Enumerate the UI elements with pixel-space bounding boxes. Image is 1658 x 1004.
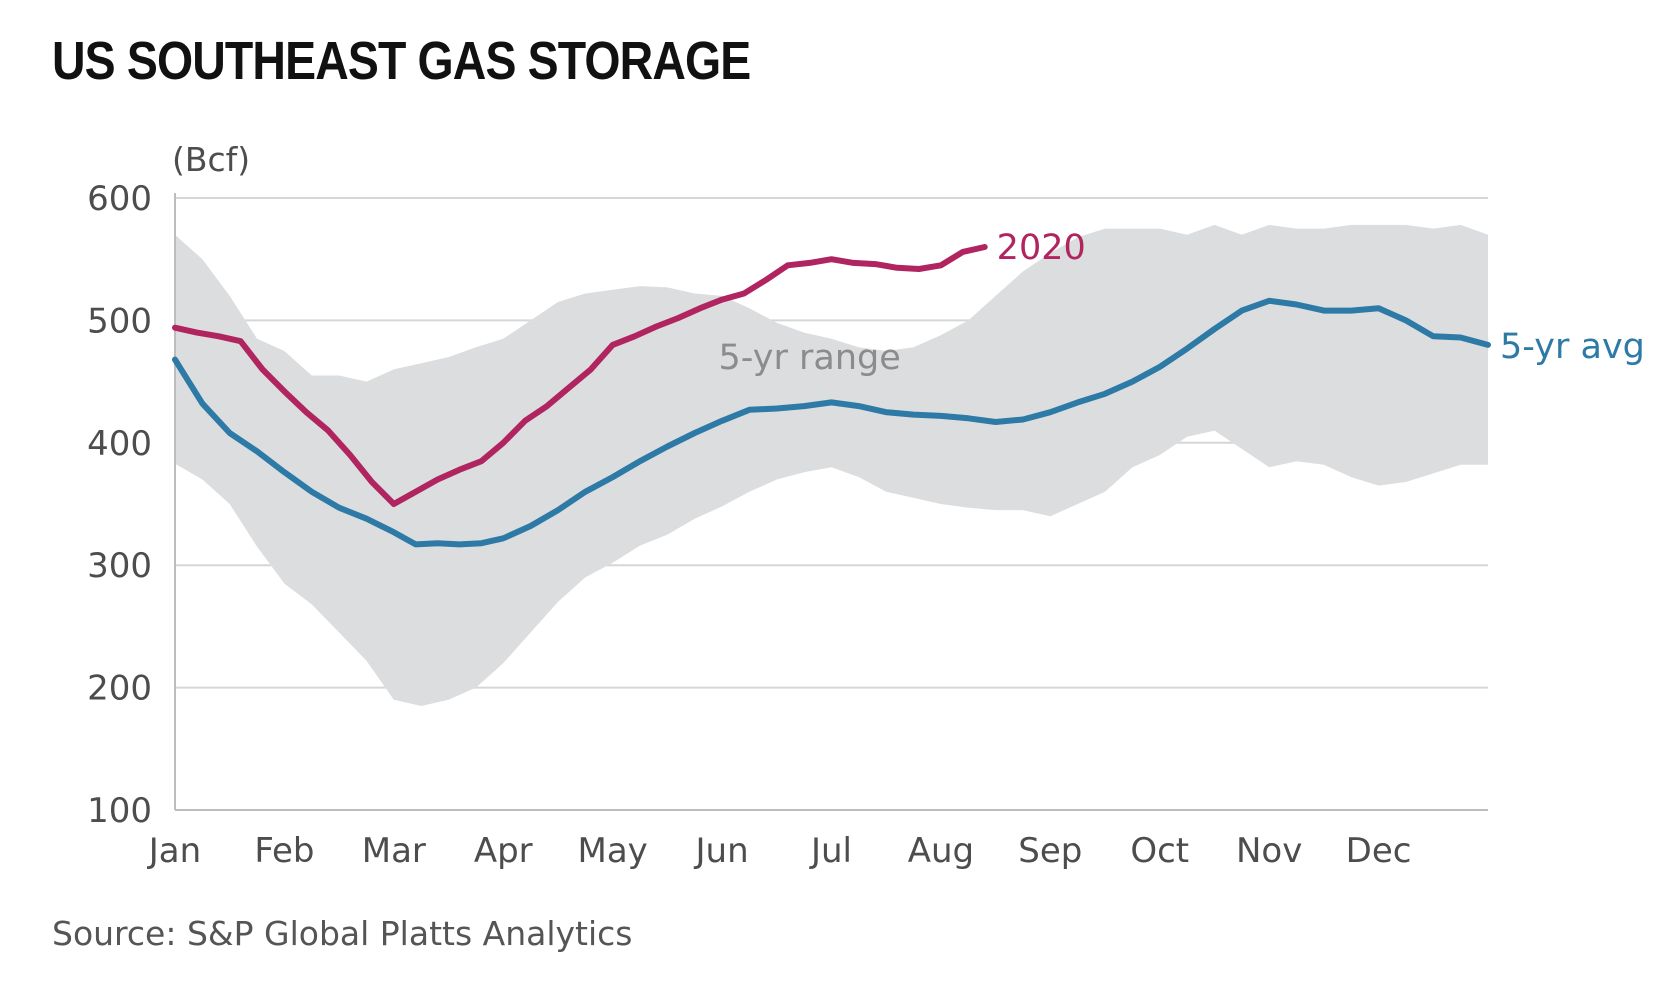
y-tick-label-400: 400 — [87, 424, 152, 464]
axes: 100 200 300 400 500 600 (Bcf) Jan Feb Mar Apr May Ju… — [87, 140, 1488, 871]
range-band — [175, 224, 1488, 706]
x-tick-label-jan: Jan — [147, 831, 201, 871]
series-layer — [172, 244, 1491, 548]
series-5yr-avg-label: 5-yr avg — [1500, 327, 1645, 367]
x-tick-label-jul: Jul — [809, 831, 852, 871]
x-tick-label-oct: Oct — [1130, 831, 1189, 871]
series-5yr-avg-line — [172, 297, 1491, 548]
y-tick-label-200: 200 — [87, 669, 152, 709]
x-tick-label-aug: Aug — [908, 831, 974, 871]
range-band-layer — [175, 224, 1488, 706]
y-tick-label-500: 500 — [87, 301, 152, 341]
range-band-label: 5-yr range — [718, 338, 900, 378]
y-tick-label-600: 600 — [87, 179, 152, 219]
x-tick-label-dec: Dec — [1346, 831, 1412, 871]
chart-title: US SOUTHEAST GAS STORAGE — [52, 31, 751, 91]
y-tick-label-100: 100 — [87, 791, 152, 831]
x-tick-label-may: May — [578, 831, 648, 871]
series-2020-label: 2020 — [997, 228, 1086, 268]
source-note: Source: S&P Global Platts Analytics — [52, 914, 633, 953]
x-tick-label-sep: Sep — [1018, 831, 1082, 871]
y-axis-unit: (Bcf) — [172, 140, 250, 179]
x-tick-label-jun: Jun — [694, 831, 749, 871]
x-tick-label-feb: Feb — [254, 831, 314, 871]
y-tick-label-300: 300 — [87, 546, 152, 586]
series-2020-line — [172, 244, 988, 507]
x-tick-label-mar: Mar — [362, 831, 426, 871]
labels: 5-yr range 2020 5-yr avg — [718, 228, 1644, 378]
x-tick-label-apr: Apr — [474, 831, 533, 871]
x-tick-label-nov: Nov — [1236, 831, 1302, 871]
